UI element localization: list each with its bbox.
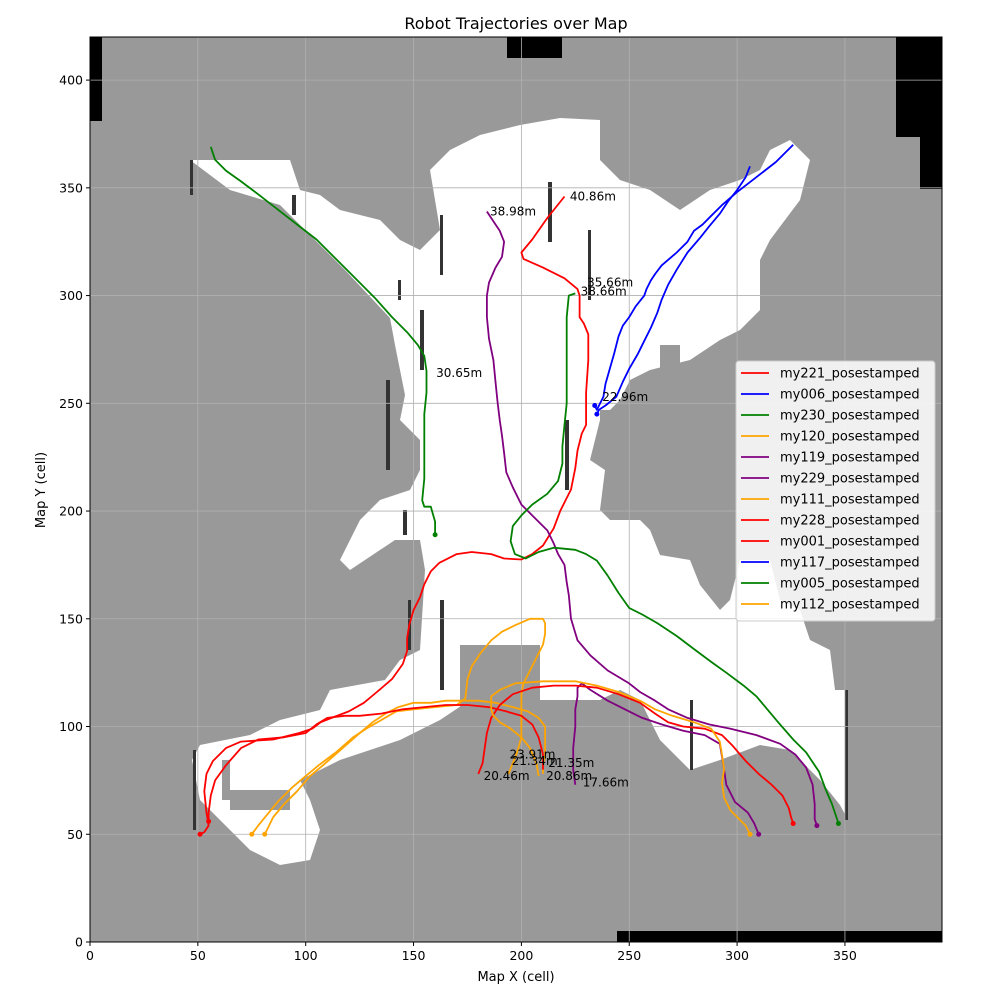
series-endpoint [835,820,841,826]
legend-label: my230_posestamped [780,409,920,424]
x-axis-label: Map X (cell) [477,970,554,985]
x-tick-label: 350 [833,948,857,963]
series-line-my119_posestamped [572,682,760,835]
legend-label: my005_posestamped [780,577,920,592]
series-endpoint [249,831,255,837]
y-tick-label: 0 [75,935,83,950]
series-line-my001_posestamped [207,704,544,822]
y-tick-label: 150 [59,611,83,626]
distance-annotation: 21.35m [548,756,594,770]
x-axis-ticks: 0 50 100 150 200 250 300 350 [86,942,857,963]
x-tick-label: 200 [509,948,533,963]
series-endpoint [206,818,212,824]
series-line-my229_posestamped [485,211,818,826]
legend-box [735,360,936,622]
series-endpoint [262,831,268,837]
y-tick-label: 400 [59,73,83,88]
distance-annotation: 40.86m [570,189,616,203]
distance-annotation: 22.96m [602,390,648,404]
legend-label: my006_posestamped [780,388,920,403]
x-tick-label: 0 [86,948,94,963]
y-tick-label: 50 [67,827,83,842]
y-tick-label: 350 [59,180,83,195]
series-line-my005_posestamped [509,292,840,824]
plot-frame [89,36,943,943]
x-tick-label: 100 [294,948,318,963]
legend-label: my119_posestamped [780,451,920,466]
distance-annotation: 20.86m [546,769,592,783]
legend-label: my112_posestamped [780,598,920,613]
x-tick-label: 50 [190,948,206,963]
distance-annotation: 35.66m [587,276,633,290]
series-line-my230_posestamped [209,146,437,535]
distance-annotation: 21.34m [512,754,558,768]
series-endpoint [197,831,203,837]
y-tick-label: 100 [59,719,83,734]
legend-label: my228_posestamped [780,514,920,529]
series-endpoint [790,820,796,826]
series-line-my221_posestamped [199,195,590,836]
y-tick-label: 200 [59,504,83,519]
series-endpoint [747,831,753,837]
series-line-my006_posestamped [593,144,794,411]
y-tick-label: 250 [59,396,83,411]
series-endpoint [594,411,600,417]
legend-label: my229_posestamped [780,472,920,487]
legend: my221_posestamped my006_posestamped my230_… [735,360,936,622]
series-line-my120_posestamped [251,617,546,835]
legend-label: my221_posestamped [780,367,920,382]
series-endpoint [756,831,762,837]
y-axis-ticks: 0 50 100 150 200 250 300 350 400 [59,73,90,950]
series-endpoint [814,823,820,829]
series-line-my117_posestamped [596,165,751,415]
distance-annotations: 40.86m 38.66m 30.65m 23.91m 17.66m 38.98m 20.8… [436,189,648,789]
x-tick-label: 250 [617,948,641,963]
legend-label: my117_posestamped [780,556,920,571]
legend-label: my120_posestamped [780,430,920,445]
x-tick-label: 150 [402,948,426,963]
series-endpoint [592,402,598,408]
legend-label: my001_posestamped [780,535,920,550]
series-line-my112_posestamped [490,680,751,835]
series-endpoint [432,532,438,538]
distance-annotation: 17.66m [583,776,629,790]
distance-annotation: 23.91m [509,748,555,762]
distance-annotation: 38.98m [490,205,536,219]
y-tick-label: 300 [59,288,83,303]
distance-annotation: 20.46m [484,769,530,783]
distance-annotation: 30.65m [436,366,482,380]
y-axis-label: Map Y (cell) [34,452,49,528]
chart-title: Robot Trajectories over Map [404,14,627,33]
series-line-my111_posestamped [263,699,546,835]
trajectory-series [197,144,841,837]
x-tick-label: 300 [725,948,749,963]
legend-label: my111_posestamped [780,493,920,508]
distance-annotation: 38.66m [581,284,627,298]
